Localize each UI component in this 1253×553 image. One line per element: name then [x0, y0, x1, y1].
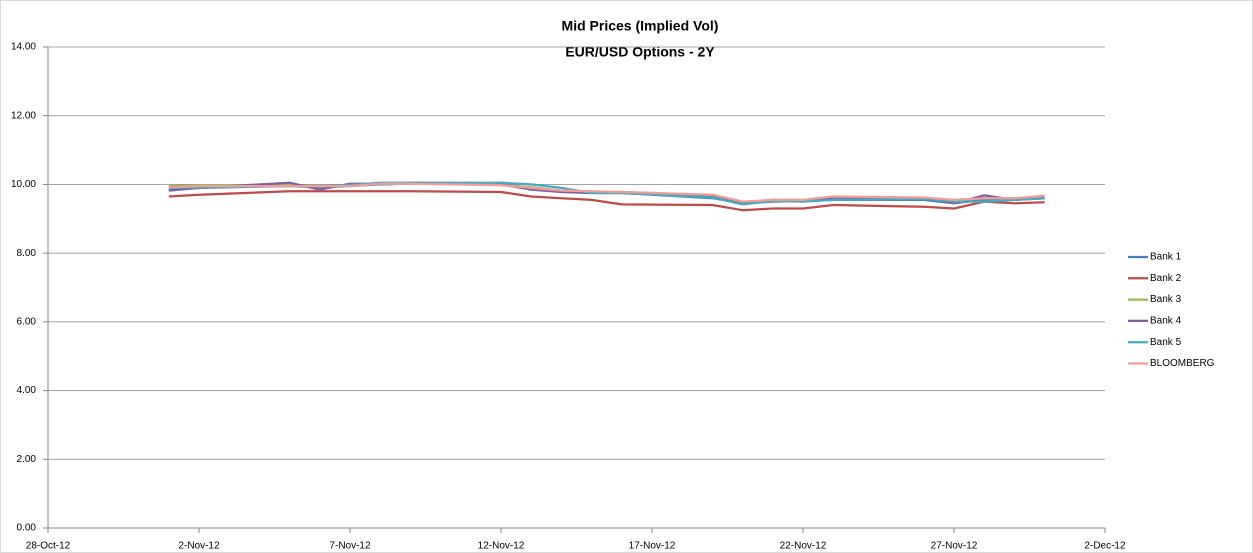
y-tick-label: 0.00 [17, 523, 37, 534]
y-tick-label: 2.00 [17, 454, 37, 465]
x-tick-label: 27-Nov-12 [931, 541, 978, 552]
y-tick-label: 14.00 [11, 42, 36, 53]
y-tick-label: 8.00 [17, 248, 37, 259]
legend-label: Bank 5 [1150, 337, 1182, 348]
chart-title: Mid Prices (Implied Vol) [562, 18, 719, 34]
y-tick-label: 6.00 [17, 316, 37, 327]
legend-label: BLOOMBERG [1150, 358, 1215, 369]
y-tick-label: 12.00 [11, 110, 36, 121]
x-tick-label: 28-Oct-12 [26, 541, 71, 552]
series-line [168, 182, 1045, 203]
x-tick-label: 22-Nov-12 [780, 541, 827, 552]
x-tick-label: 2-Dec-12 [1084, 541, 1126, 552]
y-tick-label: 4.00 [17, 385, 37, 396]
x-tick-label: 12-Nov-12 [478, 541, 525, 552]
legend-label: Bank 4 [1150, 316, 1182, 327]
legend-label: Bank 2 [1150, 273, 1182, 284]
series-line [168, 190, 1045, 212]
legend-label: Bank 1 [1150, 252, 1182, 263]
x-tick-label: 17-Nov-12 [629, 541, 676, 552]
y-tick-label: 10.00 [11, 179, 36, 190]
x-tick-label: 7-Nov-12 [329, 541, 371, 552]
x-tick-label: 2-Nov-12 [178, 541, 220, 552]
chart-subtitle: EUR/USD Options - 2Y [565, 44, 715, 60]
legend-label: Bank 3 [1150, 294, 1182, 305]
